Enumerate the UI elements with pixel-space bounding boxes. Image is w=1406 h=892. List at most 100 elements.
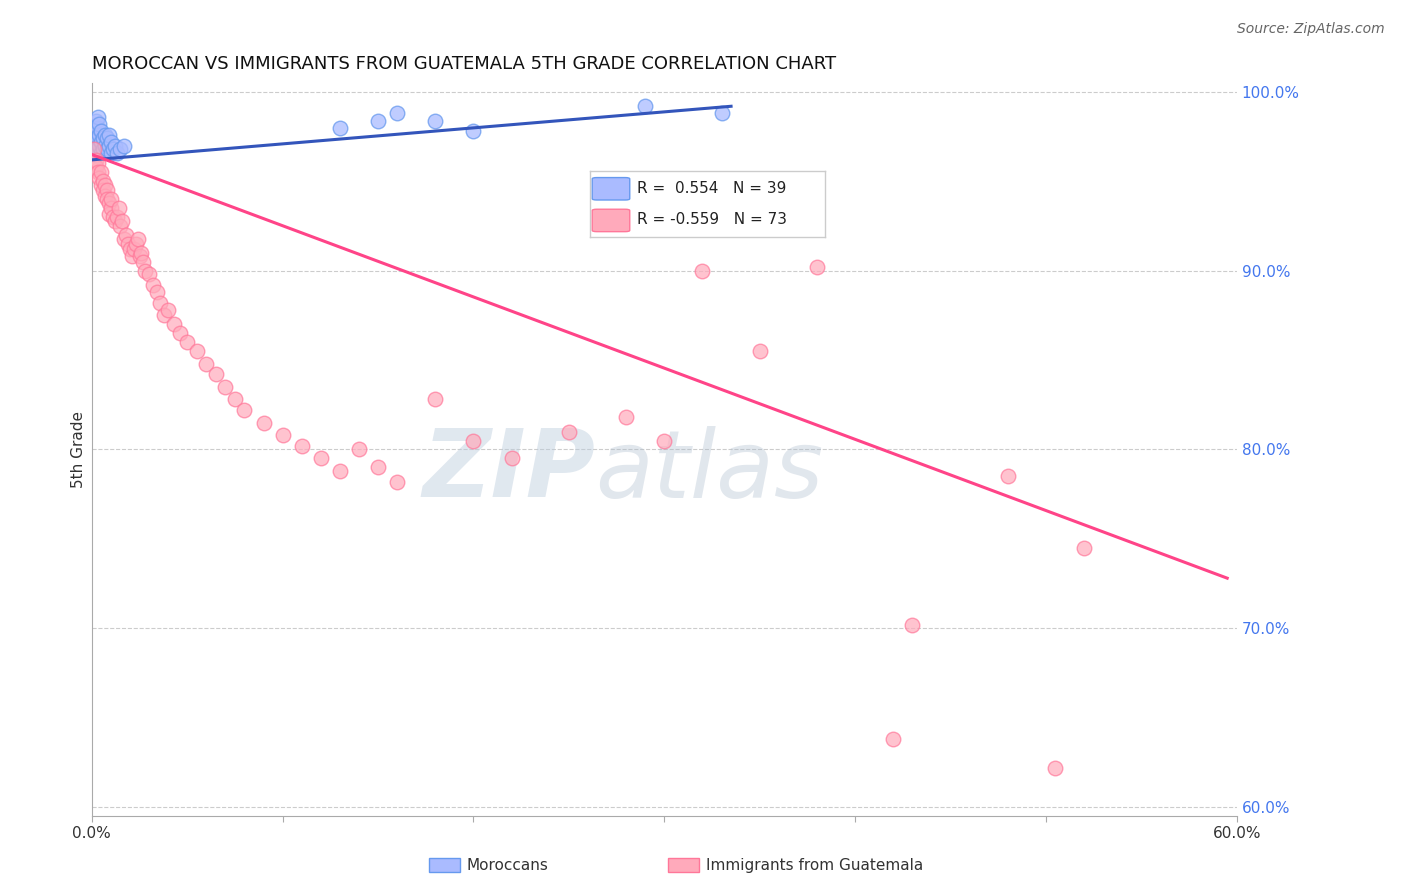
Point: [501, 451, 523, 466]
Point: [291, 439, 314, 453]
Point: [111, 213, 134, 227]
Point: [176, 335, 198, 350]
Point: [329, 120, 352, 135]
Point: [83, 129, 105, 144]
Point: [94, 188, 117, 202]
Point: [271, 428, 294, 442]
Point: [96, 142, 118, 156]
Point: [1045, 761, 1067, 775]
Point: [100, 201, 122, 215]
Point: [347, 442, 370, 457]
Point: [385, 106, 408, 120]
Point: [634, 99, 657, 113]
Point: [329, 464, 352, 478]
Point: [86, 120, 108, 135]
Point: [882, 732, 904, 747]
Point: [186, 344, 208, 359]
Point: [100, 135, 122, 149]
Point: [692, 263, 714, 277]
Point: [748, 344, 770, 359]
Point: [652, 434, 675, 448]
Point: [153, 309, 176, 323]
Point: [205, 368, 228, 382]
Point: [101, 142, 124, 156]
Point: [96, 183, 118, 197]
Point: [98, 138, 121, 153]
Point: [89, 170, 111, 185]
Point: [90, 178, 112, 192]
Point: [94, 128, 117, 142]
Point: [149, 296, 172, 310]
Point: [195, 357, 218, 371]
Point: [86, 110, 108, 124]
Point: [83, 142, 105, 156]
Point: [98, 195, 121, 210]
Point: [157, 303, 180, 318]
Point: [252, 416, 274, 430]
Point: [112, 231, 135, 245]
Point: [1073, 541, 1095, 555]
Text: atlas: atlas: [596, 426, 824, 517]
Point: [84, 147, 107, 161]
Point: [90, 145, 112, 160]
Point: [169, 326, 191, 341]
Text: Source: ZipAtlas.com: Source: ZipAtlas.com: [1237, 22, 1385, 37]
Point: [115, 227, 138, 242]
Point: [138, 268, 160, 282]
Point: [122, 242, 145, 256]
Point: [84, 113, 107, 128]
Point: [112, 138, 135, 153]
Point: [89, 128, 111, 142]
Point: [104, 138, 127, 153]
Text: MOROCCAN VS IMMIGRANTS FROM GUATEMALA 5TH GRADE CORRELATION CHART: MOROCCAN VS IMMIGRANTS FROM GUATEMALA 5T…: [91, 55, 837, 73]
Point: [127, 231, 149, 245]
Point: [128, 249, 150, 263]
Point: [98, 128, 121, 142]
Point: [425, 392, 447, 407]
Point: [142, 278, 165, 293]
Point: [425, 113, 447, 128]
Text: Immigrants from Guatemala: Immigrants from Guatemala: [706, 858, 924, 872]
Point: [558, 425, 581, 439]
Point: [214, 380, 236, 394]
Point: [86, 142, 108, 156]
Point: [901, 617, 924, 632]
Point: [806, 260, 828, 274]
Point: [94, 178, 117, 192]
Point: [91, 142, 114, 156]
Point: [90, 124, 112, 138]
Point: [385, 475, 408, 489]
Point: [233, 403, 256, 417]
Point: [105, 210, 128, 224]
Point: [110, 142, 132, 156]
Point: [89, 117, 111, 131]
Point: [117, 236, 139, 251]
Point: [145, 285, 167, 300]
Point: [104, 213, 127, 227]
Point: [107, 201, 129, 215]
Point: [84, 153, 107, 167]
Point: [86, 165, 108, 179]
Point: [83, 120, 105, 135]
Point: [224, 392, 246, 407]
Point: [163, 318, 186, 332]
Point: [86, 156, 108, 170]
Point: [134, 263, 156, 277]
Point: [91, 131, 114, 145]
Text: ZIP: ZIP: [423, 425, 596, 517]
Point: [90, 165, 112, 179]
Point: [710, 106, 733, 120]
Point: [96, 131, 118, 145]
Point: [118, 242, 141, 256]
Point: [90, 135, 112, 149]
Point: [98, 206, 121, 220]
Point: [91, 183, 114, 197]
Point: [83, 138, 105, 153]
Point: [367, 460, 389, 475]
Point: [89, 138, 111, 153]
Point: [84, 160, 107, 174]
Point: [100, 145, 122, 160]
Point: [614, 410, 637, 425]
Point: [132, 254, 155, 268]
Point: [121, 249, 143, 263]
